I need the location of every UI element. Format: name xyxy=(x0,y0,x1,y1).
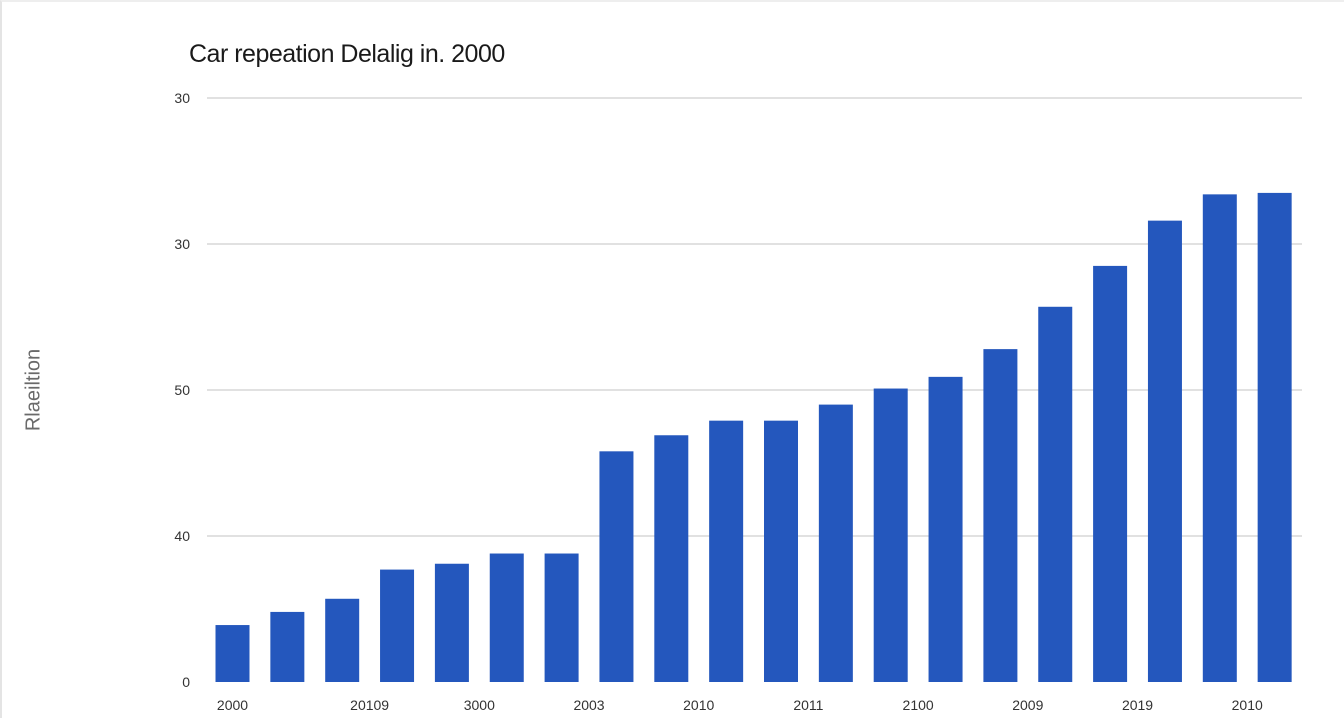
bar xyxy=(380,569,415,682)
bar xyxy=(434,563,469,682)
x-tick-label: 2019 xyxy=(1122,697,1153,713)
y-tick-label: 0 xyxy=(182,674,190,690)
bar xyxy=(325,598,360,682)
bar xyxy=(215,625,250,682)
y-tick-label: 50 xyxy=(174,382,190,398)
bar xyxy=(1202,194,1237,683)
bar xyxy=(544,553,579,682)
y-tick-label: 30 xyxy=(174,90,190,106)
bar xyxy=(983,349,1018,682)
x-tick-label: 2000 xyxy=(217,697,248,713)
x-tick-label: 2003 xyxy=(573,697,604,713)
bar xyxy=(1147,220,1182,682)
x-tick-label: 2100 xyxy=(903,697,934,713)
bar xyxy=(818,404,853,682)
chart-title: Car repeation Delalig in. 2000 xyxy=(189,40,505,68)
bar xyxy=(873,388,908,682)
x-tick-label: 20109 xyxy=(350,697,389,713)
bar xyxy=(928,376,963,682)
bar xyxy=(1257,192,1292,682)
bar xyxy=(1093,265,1128,682)
y-tick-label: 40 xyxy=(174,528,190,544)
bar xyxy=(599,451,634,682)
bar xyxy=(709,420,744,682)
x-tick-label: 2010 xyxy=(683,697,714,713)
x-tick-label: 2009 xyxy=(1012,697,1043,713)
x-tick-label: 3000 xyxy=(464,697,495,713)
x-tick-label: 2011 xyxy=(793,697,823,713)
y-tick-label: 30 xyxy=(174,236,190,252)
bar xyxy=(489,553,524,682)
bar xyxy=(270,611,305,682)
x-tick-label: 2010 xyxy=(1232,697,1263,713)
bar xyxy=(764,420,798,682)
bar xyxy=(1038,306,1073,682)
bar xyxy=(654,435,689,682)
